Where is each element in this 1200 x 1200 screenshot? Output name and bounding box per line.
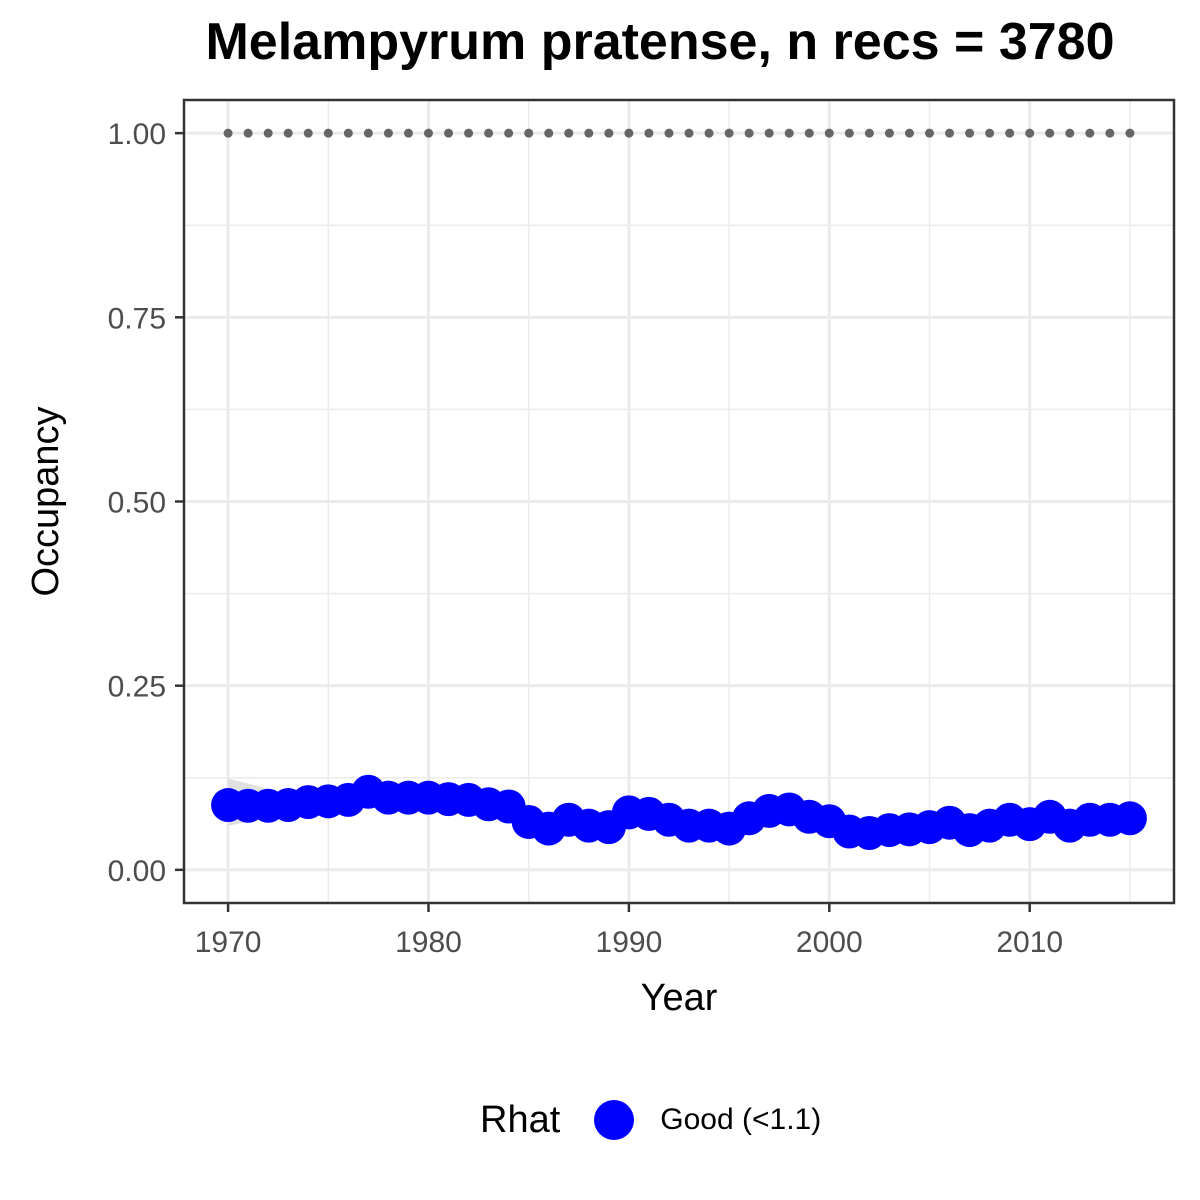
reference-point: [263, 128, 273, 138]
legend: Rhat Good (<1.1): [480, 1090, 821, 1150]
x-tick-label: 1980: [395, 926, 462, 959]
y-tick-label: 1.00: [108, 118, 166, 151]
reference-point: [363, 128, 373, 138]
y-tick-label: 0.50: [108, 487, 166, 520]
reference-point: [1045, 128, 1055, 138]
reference-point: [764, 128, 774, 138]
occupancy-point: [1112, 801, 1147, 836]
reference-point: [824, 128, 834, 138]
reference-point: [784, 128, 794, 138]
reference-point: [724, 128, 734, 138]
reference-point: [1105, 128, 1115, 138]
reference-point: [343, 128, 353, 138]
reference-point: [604, 128, 614, 138]
reference-point: [624, 128, 634, 138]
reference-point: [323, 128, 333, 138]
x-tick-label: 2010: [996, 926, 1063, 959]
reference-point: [484, 128, 494, 138]
reference-point: [423, 128, 433, 138]
x-tick-label: 1990: [596, 926, 663, 959]
reference-point: [403, 128, 413, 138]
reference-point: [904, 128, 914, 138]
reference-point: [1025, 128, 1035, 138]
reference-point: [544, 128, 554, 138]
reference-point: [884, 128, 894, 138]
reference-point: [243, 128, 253, 138]
reference-point: [1085, 128, 1095, 138]
x-axis-title: Year: [641, 977, 718, 1019]
y-axis-title: Occupancy: [25, 406, 67, 596]
reference-point: [804, 128, 814, 138]
reference-point: [844, 128, 854, 138]
reference-point: [564, 128, 574, 138]
reference-point: [644, 128, 654, 138]
reference-point: [704, 128, 714, 138]
reference-point: [1065, 128, 1075, 138]
reference-point: [464, 128, 474, 138]
reference-point: [864, 128, 874, 138]
y-tick-label: 0.00: [108, 855, 166, 888]
x-tick-label: 2000: [796, 926, 863, 959]
chart-title: Melampyrum pratense, n recs = 3780: [205, 13, 1115, 71]
reference-point: [383, 128, 393, 138]
reference-point: [925, 128, 935, 138]
reference-point: [684, 128, 694, 138]
reference-point: [744, 128, 754, 138]
legend-label: Good (<1.1): [660, 1103, 822, 1136]
legend-key-marker: [594, 1100, 635, 1140]
reference-point: [283, 128, 293, 138]
y-tick-label: 0.25: [108, 671, 166, 704]
legend-title: Rhat: [480, 1098, 561, 1141]
reference-point: [945, 128, 955, 138]
reference-point: [223, 128, 233, 138]
reference-point: [1125, 128, 1135, 138]
reference-point: [504, 128, 514, 138]
occupancy-chart: 0.00 0.25 0.50 0.75 1.00 1970 1980 1990 2000 2010…: [25, 98, 1176, 1019]
reference-point: [444, 128, 454, 138]
reference-point: [985, 128, 995, 138]
reference-point: [303, 128, 313, 138]
reference-point: [664, 128, 674, 138]
reference-point: [584, 128, 594, 138]
y-tick-label: 0.75: [108, 302, 166, 335]
reference-point: [524, 128, 534, 138]
reference-point: [1005, 128, 1015, 138]
reference-point: [965, 128, 975, 138]
x-tick-label: 1970: [195, 926, 262, 959]
